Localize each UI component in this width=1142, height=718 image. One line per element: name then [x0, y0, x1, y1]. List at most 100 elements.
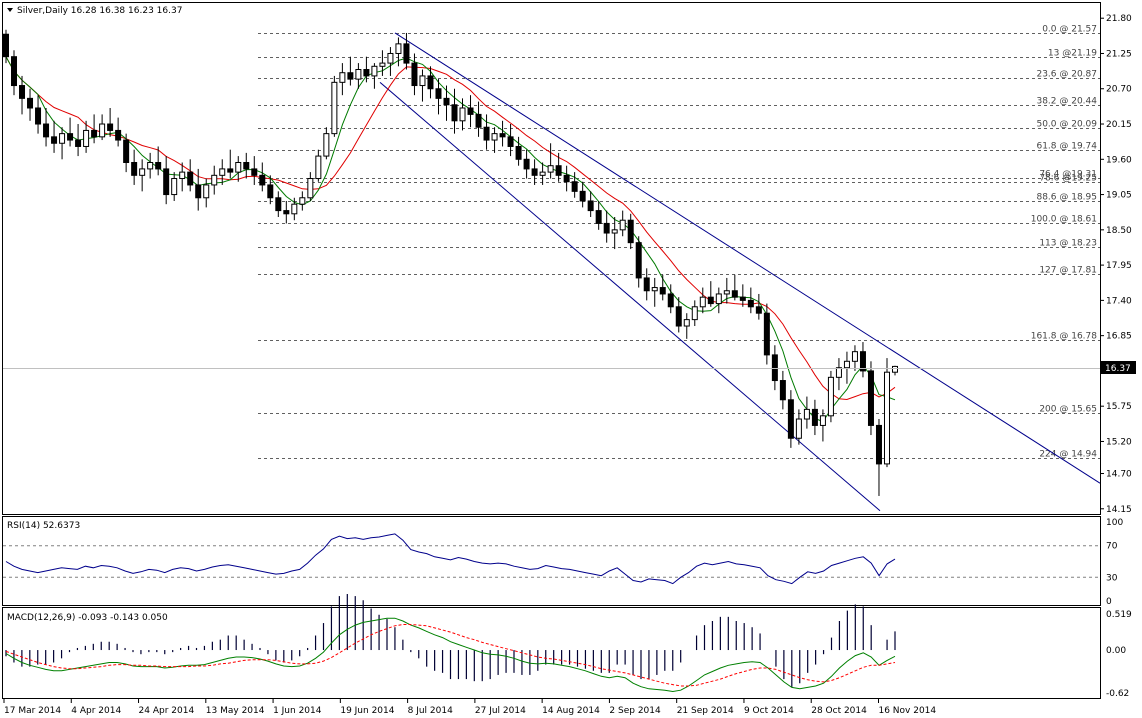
candle-body	[147, 161, 154, 170]
fib-level-label: 78.6 @19.25	[1039, 174, 1097, 184]
macd-indicator: 0.519 0.00 -0.62	[5, 594, 1132, 699]
candle-body	[435, 88, 442, 99]
candle-body	[595, 210, 602, 224]
price-axis: 21.80 21.25 20.70 20.15 19.60 19.05 18.50 17.95…	[1100, 14, 1132, 515]
fibonacci-levels: 0.0 @ 21.57 13 @21.19 23.6 @ 20.87 38.2 @ 2…	[258, 25, 1100, 460]
price-tick-label: 20.70	[1106, 85, 1132, 95]
candle-body	[627, 219, 634, 244]
candle-body	[755, 306, 762, 314]
candle-body	[555, 165, 562, 176]
date-tick-label: 28 Oct 2014	[811, 706, 867, 716]
rsi-panel-frame	[2, 516, 1101, 606]
price-tick-label: 21.80	[1106, 14, 1132, 24]
candle-body	[203, 184, 210, 199]
fib-level-label: 38.2 @ 20.44	[1036, 97, 1097, 107]
candle-body	[707, 296, 714, 305]
candle-body	[179, 171, 186, 180]
price-panel-frame	[2, 2, 1101, 515]
candle-body	[715, 293, 722, 305]
date-tick-label: 19 Jun 2014	[340, 706, 394, 716]
candle-body	[659, 287, 666, 295]
candle-body	[731, 290, 738, 298]
price-tick-label: 14.15	[1106, 505, 1132, 515]
candle-body	[339, 72, 346, 83]
candle-body	[131, 161, 138, 176]
fib-level-label: 88.6 @ 18.95	[1036, 193, 1097, 203]
candle-body	[323, 133, 330, 157]
candle-body	[747, 299, 754, 308]
candle-body	[499, 133, 506, 138]
candle-body	[475, 113, 482, 128]
macd-title: MACD(12,26,9) -0.093 -0.143 0.050	[7, 613, 168, 623]
candle-body	[307, 178, 314, 199]
date-tick-label: 1 Jun 2014	[273, 706, 322, 716]
candle-body	[291, 203, 298, 215]
candle-body	[803, 408, 810, 420]
candle-body	[187, 171, 194, 186]
candle-body	[811, 408, 818, 426]
fib-level-label: 113 @ 18.23	[1039, 239, 1097, 249]
candle-body	[43, 123, 50, 138]
candle-body	[787, 399, 794, 439]
candle-body	[651, 287, 658, 292]
candle-body	[419, 75, 426, 87]
candle-body	[259, 174, 266, 186]
candle-body	[139, 168, 146, 176]
rsi-tick-label: 70	[1106, 542, 1118, 552]
candle-body	[843, 360, 850, 369]
fib-level-label: 13 @21.19	[1048, 49, 1097, 59]
candle-body	[51, 136, 58, 144]
current-price-label: 16.37	[1105, 364, 1131, 374]
rsi-indicator: 100 70 30 0	[3, 518, 1123, 607]
candle-body	[107, 123, 114, 131]
chart-header: Silver,Daily 16.28 16.38 16.23 16.37	[7, 6, 182, 16]
date-tick-label: 17 Mar 2014	[4, 706, 61, 716]
candle-body	[387, 52, 394, 64]
candle-body	[563, 174, 570, 183]
date-tick-label: 4 Apr 2014	[71, 706, 121, 716]
candle-body	[267, 184, 274, 199]
candlesticks	[3, 29, 898, 496]
price-tick-label: 17.40	[1106, 296, 1132, 306]
candle-body	[675, 306, 682, 327]
candle-body	[507, 136, 514, 147]
candle-body	[827, 376, 834, 417]
candle-body	[171, 178, 178, 196]
candle-body	[667, 293, 674, 308]
candle-body	[892, 365, 898, 373]
macd-main-line	[5, 617, 896, 693]
candle-body	[523, 158, 530, 170]
candle-body	[163, 168, 170, 196]
fib-level-label: 76.4 @19.31	[1039, 170, 1097, 180]
candle-body	[763, 312, 770, 356]
macd-tick-label: 0.00	[1106, 646, 1126, 656]
candle-body	[451, 104, 458, 122]
current-price-marker: 16.37	[3, 361, 1136, 374]
rsi-line	[5, 533, 896, 585]
price-tick-label: 19.60	[1106, 155, 1132, 165]
fib-level-label: 127 @ 17.81	[1039, 266, 1097, 276]
fib-level-label: 100.0 @ 18.61	[1031, 215, 1097, 225]
fib-level-label: 23.6 @ 20.87	[1036, 70, 1097, 80]
candle-body	[723, 290, 730, 295]
candle-body	[83, 129, 90, 147]
candle-body	[219, 168, 226, 176]
candle-body	[515, 145, 522, 160]
fib-level-label: 50.0 @ 20.09	[1036, 120, 1097, 130]
moving-averages	[5, 56, 896, 423]
candle-body	[355, 69, 362, 80]
candle-body	[875, 424, 882, 465]
candle-body	[19, 85, 26, 99]
candle-body	[395, 43, 402, 54]
rsi-title: RSI(14) 52.6373	[7, 521, 80, 531]
macd-tick-label: -0.62	[1106, 689, 1129, 699]
candle-body	[91, 129, 98, 138]
fib-level-label: 200 @ 15.65	[1039, 405, 1097, 415]
candle-body	[331, 81, 338, 135]
candle-body	[643, 277, 650, 292]
trend-channel	[379, 32, 1101, 512]
symbol-dropdown-icon[interactable]	[7, 8, 13, 12]
candle-body	[531, 168, 538, 176]
candle-body	[739, 296, 746, 301]
candle-body	[771, 354, 778, 382]
